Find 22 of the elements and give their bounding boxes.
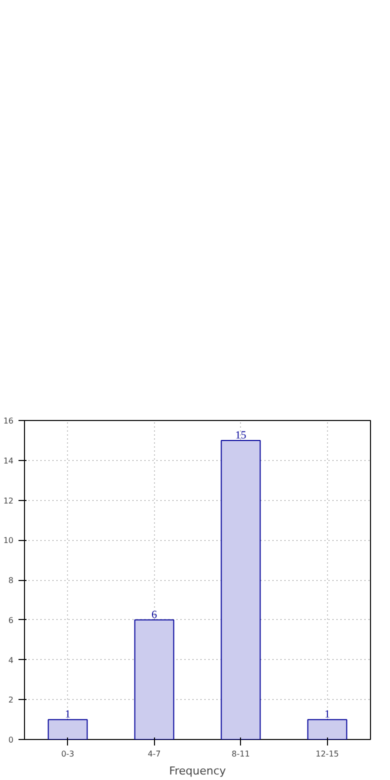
x-tick-label: 4-7 xyxy=(148,750,161,758)
y-tick-label: 2 xyxy=(8,696,14,705)
y-tick-label: 14 xyxy=(3,456,14,466)
x-axis-title: Frequency xyxy=(169,764,226,778)
y-tick-label: 4 xyxy=(8,656,14,665)
bar xyxy=(220,440,261,740)
y-tick-label: 0 xyxy=(8,736,14,744)
x-tick-label: 8-11 xyxy=(232,750,250,758)
x-tick-label: 0-3 xyxy=(61,750,74,758)
y-tick-label: 10 xyxy=(3,536,14,546)
y-tick-label: 6 xyxy=(8,616,14,625)
y-tick-label: 8 xyxy=(8,576,14,585)
bar xyxy=(48,719,88,740)
data-label: 1 xyxy=(324,708,330,721)
bar xyxy=(134,619,174,740)
data-label: 1 xyxy=(65,708,70,721)
y-tick-label: 16 xyxy=(3,416,14,426)
y-tick-label: 12 xyxy=(3,496,14,506)
x-tick-label: 12-15 xyxy=(316,750,339,758)
bar xyxy=(307,719,348,740)
data-label: 15 xyxy=(235,429,247,442)
data-label: 6 xyxy=(152,608,158,621)
